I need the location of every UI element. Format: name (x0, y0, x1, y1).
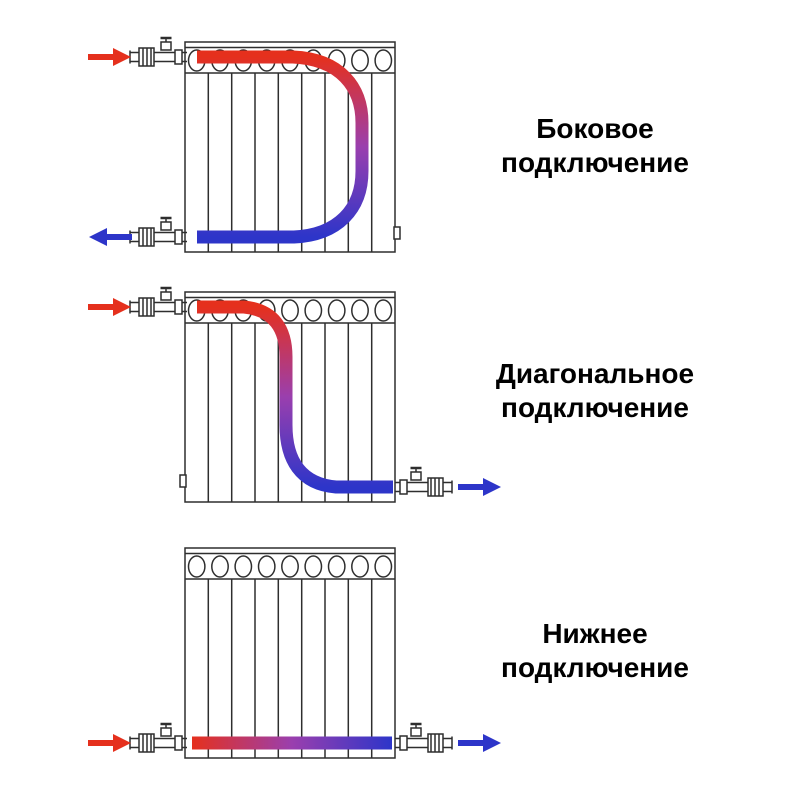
cold-outlet-arrow-icon (89, 228, 132, 246)
label-line: Диагональное (495, 358, 695, 389)
flow-path (197, 50, 369, 244)
hot-inlet-arrow-icon (88, 734, 131, 752)
diagonal-connection-drawing (0, 286, 520, 503)
inlet-valve-icon (128, 286, 189, 318)
label-line: подключение (501, 652, 689, 683)
label-line: подключение (501, 147, 689, 178)
label-line: Нижнее (542, 618, 648, 649)
cold-outlet-arrow-icon (458, 734, 501, 752)
outlet-valve-icon (128, 216, 189, 248)
label-side-connection: Боковое подключение (450, 112, 740, 180)
diagram-side-connection (0, 27, 520, 272)
diagram-bottom-connection (0, 533, 520, 778)
label-diagonal-connection: Диагональное подключение (450, 357, 740, 425)
diagram-diagonal-connection (0, 277, 520, 522)
label-line: Боковое (536, 113, 654, 144)
inlet-valve-icon (128, 36, 189, 68)
inlet-valve-icon (128, 722, 189, 754)
side-connection-drawing (0, 36, 401, 253)
bottom-connection-drawing (0, 547, 520, 759)
label-bottom-connection: Нижнее подключение (450, 617, 740, 685)
hot-inlet-arrow-icon (88, 48, 131, 66)
outlet-valve-icon (393, 722, 454, 754)
hot-inlet-arrow-icon (88, 298, 131, 316)
mounting-tab (179, 474, 187, 488)
outlet-valve-icon (393, 466, 454, 498)
cold-outlet-arrow-icon (458, 478, 501, 496)
label-line: подключение (501, 392, 689, 423)
flow-path (197, 300, 393, 494)
radiator (184, 547, 396, 759)
mounting-tab (393, 226, 401, 240)
